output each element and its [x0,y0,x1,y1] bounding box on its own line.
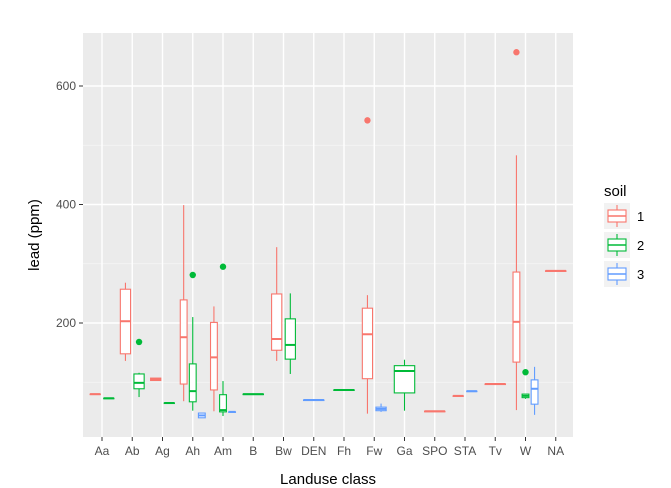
box-NA-soil-1 [544,269,567,272]
box-W-soil-2 [521,368,530,399]
y-tick-label: 400 [56,198,76,212]
x-tick-label: Ga [396,444,412,458]
box [133,373,145,390]
box-Fw-soil-1 [361,117,374,414]
outlier-point [189,271,196,279]
x-tick-label: Aa [95,444,110,458]
x-tick-label: NA [547,444,564,458]
box-Ah-soil-2 [188,271,197,411]
x-tick-label: Am [214,444,232,458]
legend-item-2: 2 [604,232,644,258]
outlier-point [522,368,529,376]
box [188,363,197,403]
legend-item-3: 3 [604,261,644,287]
legend-label: 1 [637,209,644,224]
x-tick-label: Bw [275,444,292,458]
x-tick-label: SPO [422,444,447,458]
legend: soil 1 2 3 [604,183,644,287]
x-tick-label: Ag [155,444,170,458]
box [361,307,374,380]
box-Am-soil-2 [219,263,227,417]
outlier-point [135,338,143,346]
box-W-soil-3 [530,366,539,415]
box-Ga-soil-2 [393,359,416,411]
box-W-soil-1 [512,49,521,411]
box-Ag-soil-2 [163,401,175,405]
box-Am-soil-1 [209,306,218,412]
box [209,321,218,391]
box-SPO-soil-1 [423,410,446,413]
box-B-soil-2 [242,393,265,396]
x-tick-label: Ab [125,444,140,458]
box-Ab-soil-2 [133,338,145,398]
outlier-point [219,263,227,270]
x-tick-label: DEN [301,444,326,458]
x-tick-label: B [249,444,257,458]
box [512,271,521,363]
box-Fw-soil-3 [375,403,387,412]
box-Ag-soil-1 [150,377,162,382]
box-Ab-soil-1 [119,282,132,361]
outlier-point [513,49,520,56]
box [530,379,539,405]
box [271,293,283,351]
box-STA-soil-3 [466,390,478,393]
box-Bw-soil-2 [284,293,296,374]
box-Ah-soil-3 [197,412,206,419]
x-tick-label: Tv [489,444,502,458]
y-axis: 200 400 600 [56,79,83,330]
box-series [89,49,567,419]
legend-item-1: 1 [604,203,644,229]
box-Fh-soil-2 [333,388,355,392]
y-tick-label: 200 [56,316,76,330]
box-STA-soil-1 [452,394,464,397]
x-tick-label: Ah [185,444,200,458]
x-tick-label: Fw [366,444,382,458]
outlier-point [364,117,371,124]
box [219,394,227,413]
box [284,318,296,360]
box-Aa-soil-1 [89,393,101,396]
box-Aa-soil-2 [103,397,115,400]
legend-label: 2 [637,238,644,253]
box-Bw-soil-1 [271,247,283,361]
box [179,299,188,385]
x-tick-label: W [520,444,532,458]
x-axis: Aa Ab Ag Ah Am B Bw DEN Fh Fw Ga SPO STA Tv W NA [95,437,564,458]
y-tick-label: 600 [56,79,76,93]
gridlines [83,33,573,437]
x-tick-label: Fh [337,444,351,458]
x-tick-label: STA [454,444,476,458]
box [393,365,416,394]
legend-title: soil [604,183,627,200]
box-Am-soil-3 [228,410,237,413]
box-DEN-soil-3 [302,399,325,402]
plot-panel [83,33,573,437]
box-Ah-soil-1 [179,205,188,402]
box-Tv-soil-1 [484,383,507,386]
y-axis-title: lead (ppm) [26,199,43,271]
legend-label: 3 [637,267,644,282]
x-axis-title: Landuse class [280,471,376,488]
